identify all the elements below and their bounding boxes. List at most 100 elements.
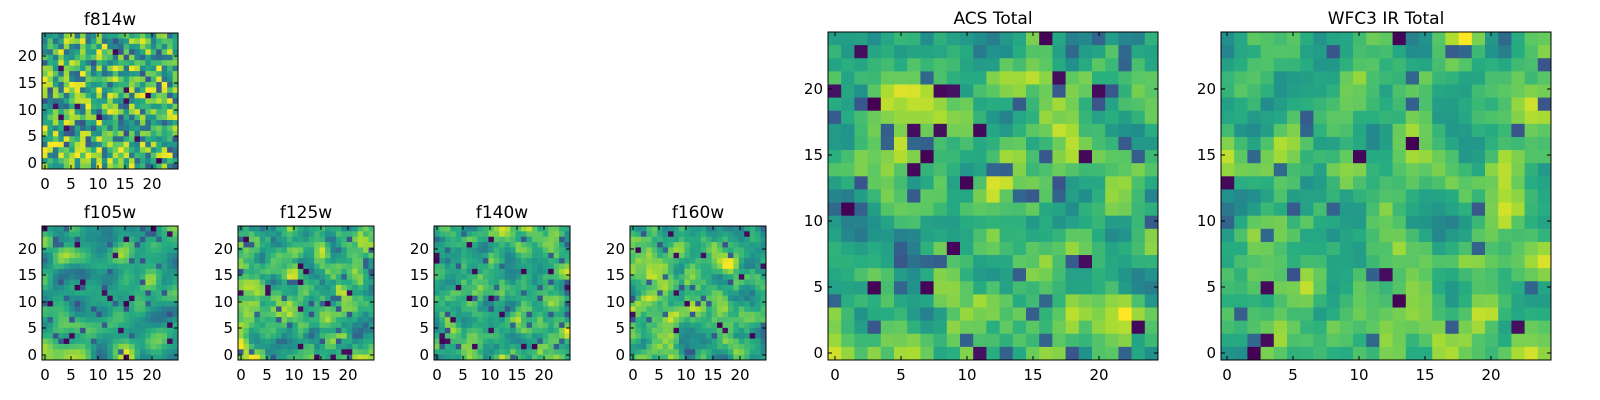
heatmap-cell xyxy=(80,136,86,143)
heatmap-cell xyxy=(69,158,76,164)
heatmap-cell xyxy=(678,333,685,339)
heatmap-cell xyxy=(47,152,54,159)
heatmap-cell xyxy=(1247,110,1261,125)
heatmap-cell xyxy=(1524,215,1539,230)
heatmap-cell xyxy=(477,311,484,318)
heatmap-cell xyxy=(461,311,468,318)
heatmap-cell xyxy=(564,349,571,356)
heatmap-cell xyxy=(760,354,767,361)
heatmap-cell xyxy=(651,236,658,243)
heatmap-cell xyxy=(297,263,304,270)
heatmap-cell xyxy=(907,255,921,269)
heatmap-cell xyxy=(1221,333,1235,348)
heatmap-cell xyxy=(352,274,359,280)
heatmap-cell xyxy=(74,49,81,56)
heatmap-cell xyxy=(96,163,103,170)
heatmap-cell xyxy=(946,228,961,243)
heatmap-cell xyxy=(107,54,114,61)
heatmap-cell xyxy=(1511,123,1525,138)
heatmap-cell xyxy=(1511,281,1525,295)
heatmap-cell xyxy=(1511,32,1525,46)
heatmap-cell xyxy=(689,338,696,345)
heatmap-cell xyxy=(1273,255,1288,269)
heatmap-cell xyxy=(161,33,168,39)
heatmap-cell xyxy=(1379,255,1393,269)
heatmap-cell xyxy=(243,290,250,297)
heatmap-cell xyxy=(276,263,282,270)
heatmap-cell xyxy=(80,317,86,323)
heatmap-cell xyxy=(134,317,141,323)
heatmap-cell xyxy=(1471,45,1486,59)
heatmap-cell xyxy=(101,301,108,307)
heatmap-cell xyxy=(1260,45,1275,59)
heatmap-cell xyxy=(341,349,348,356)
heatmap-cell xyxy=(695,290,702,297)
heatmap-cell xyxy=(499,258,506,264)
heatmap-cell xyxy=(946,241,961,256)
heatmap-cell xyxy=(74,109,81,115)
heatmap-cell xyxy=(1498,202,1512,217)
heatmap-cell xyxy=(172,92,179,99)
heatmap-cell xyxy=(1234,97,1248,112)
heatmap-cell xyxy=(673,338,680,345)
heatmap-cell xyxy=(711,263,718,270)
heatmap-cell xyxy=(139,327,146,334)
heatmap-cell xyxy=(477,306,484,313)
heatmap-cell xyxy=(107,147,114,154)
heatmap-cell xyxy=(1313,333,1327,348)
heatmap-cell xyxy=(63,38,70,45)
heatmap-cell xyxy=(1524,241,1539,256)
heatmap-cell xyxy=(63,103,70,110)
heatmap-cell xyxy=(1144,294,1159,308)
heatmap-cell xyxy=(80,152,86,159)
heatmap-cell xyxy=(1458,32,1473,46)
heatmap-cell xyxy=(1052,346,1066,361)
heatmap-cell xyxy=(973,32,987,46)
heatmap-cell xyxy=(1379,58,1393,72)
heatmap-cell xyxy=(172,158,179,164)
heatmap-cell xyxy=(265,242,272,248)
heatmap-cell xyxy=(749,322,756,329)
heatmap-cell xyxy=(542,263,549,270)
heatmap-cell xyxy=(1260,333,1275,348)
heatmap-cell xyxy=(297,338,304,345)
heatmap-cell xyxy=(559,327,565,334)
heatmap-cell xyxy=(510,236,516,243)
heatmap-cell xyxy=(1039,202,1053,217)
heatmap-cell xyxy=(499,327,506,334)
heatmap-cell xyxy=(493,284,500,291)
heatmap-cell xyxy=(564,306,571,313)
heatmap-cell xyxy=(684,354,691,361)
heatmap-cell xyxy=(1445,45,1459,59)
heatmap-cell xyxy=(145,71,152,77)
heatmap-cell xyxy=(319,338,326,345)
heatmap-cell xyxy=(1065,294,1080,308)
heatmap-cell xyxy=(684,311,691,318)
heatmap-cell xyxy=(292,247,299,254)
heatmap-cell xyxy=(172,343,179,350)
heatmap-cell xyxy=(439,301,446,307)
heatmap-cell xyxy=(1339,294,1354,308)
heatmap-cell xyxy=(960,202,974,217)
heatmap-cell xyxy=(1498,136,1512,151)
heatmap-cell xyxy=(1105,58,1119,72)
heatmap-cell xyxy=(145,49,152,56)
heatmap-cell xyxy=(1012,346,1027,361)
heatmap-cell xyxy=(129,311,135,318)
heatmap-cell xyxy=(1458,189,1473,203)
heatmap-cell xyxy=(96,274,103,280)
heatmap-cell xyxy=(139,136,146,143)
heatmap-cell xyxy=(700,274,707,280)
heatmap-cell xyxy=(254,338,261,345)
heatmap-cell xyxy=(960,110,974,125)
heatmap-cell xyxy=(466,290,473,297)
heatmap-cell xyxy=(461,263,468,270)
heatmap-cell xyxy=(689,242,696,248)
heatmap-cell xyxy=(760,295,767,302)
heatmap-cell xyxy=(646,226,653,232)
heatmap-cell xyxy=(455,274,462,280)
heatmap-cell xyxy=(134,290,141,297)
heatmap-cell xyxy=(960,32,974,46)
heatmap-cell xyxy=(286,290,293,297)
heatmap-cell xyxy=(335,284,342,291)
